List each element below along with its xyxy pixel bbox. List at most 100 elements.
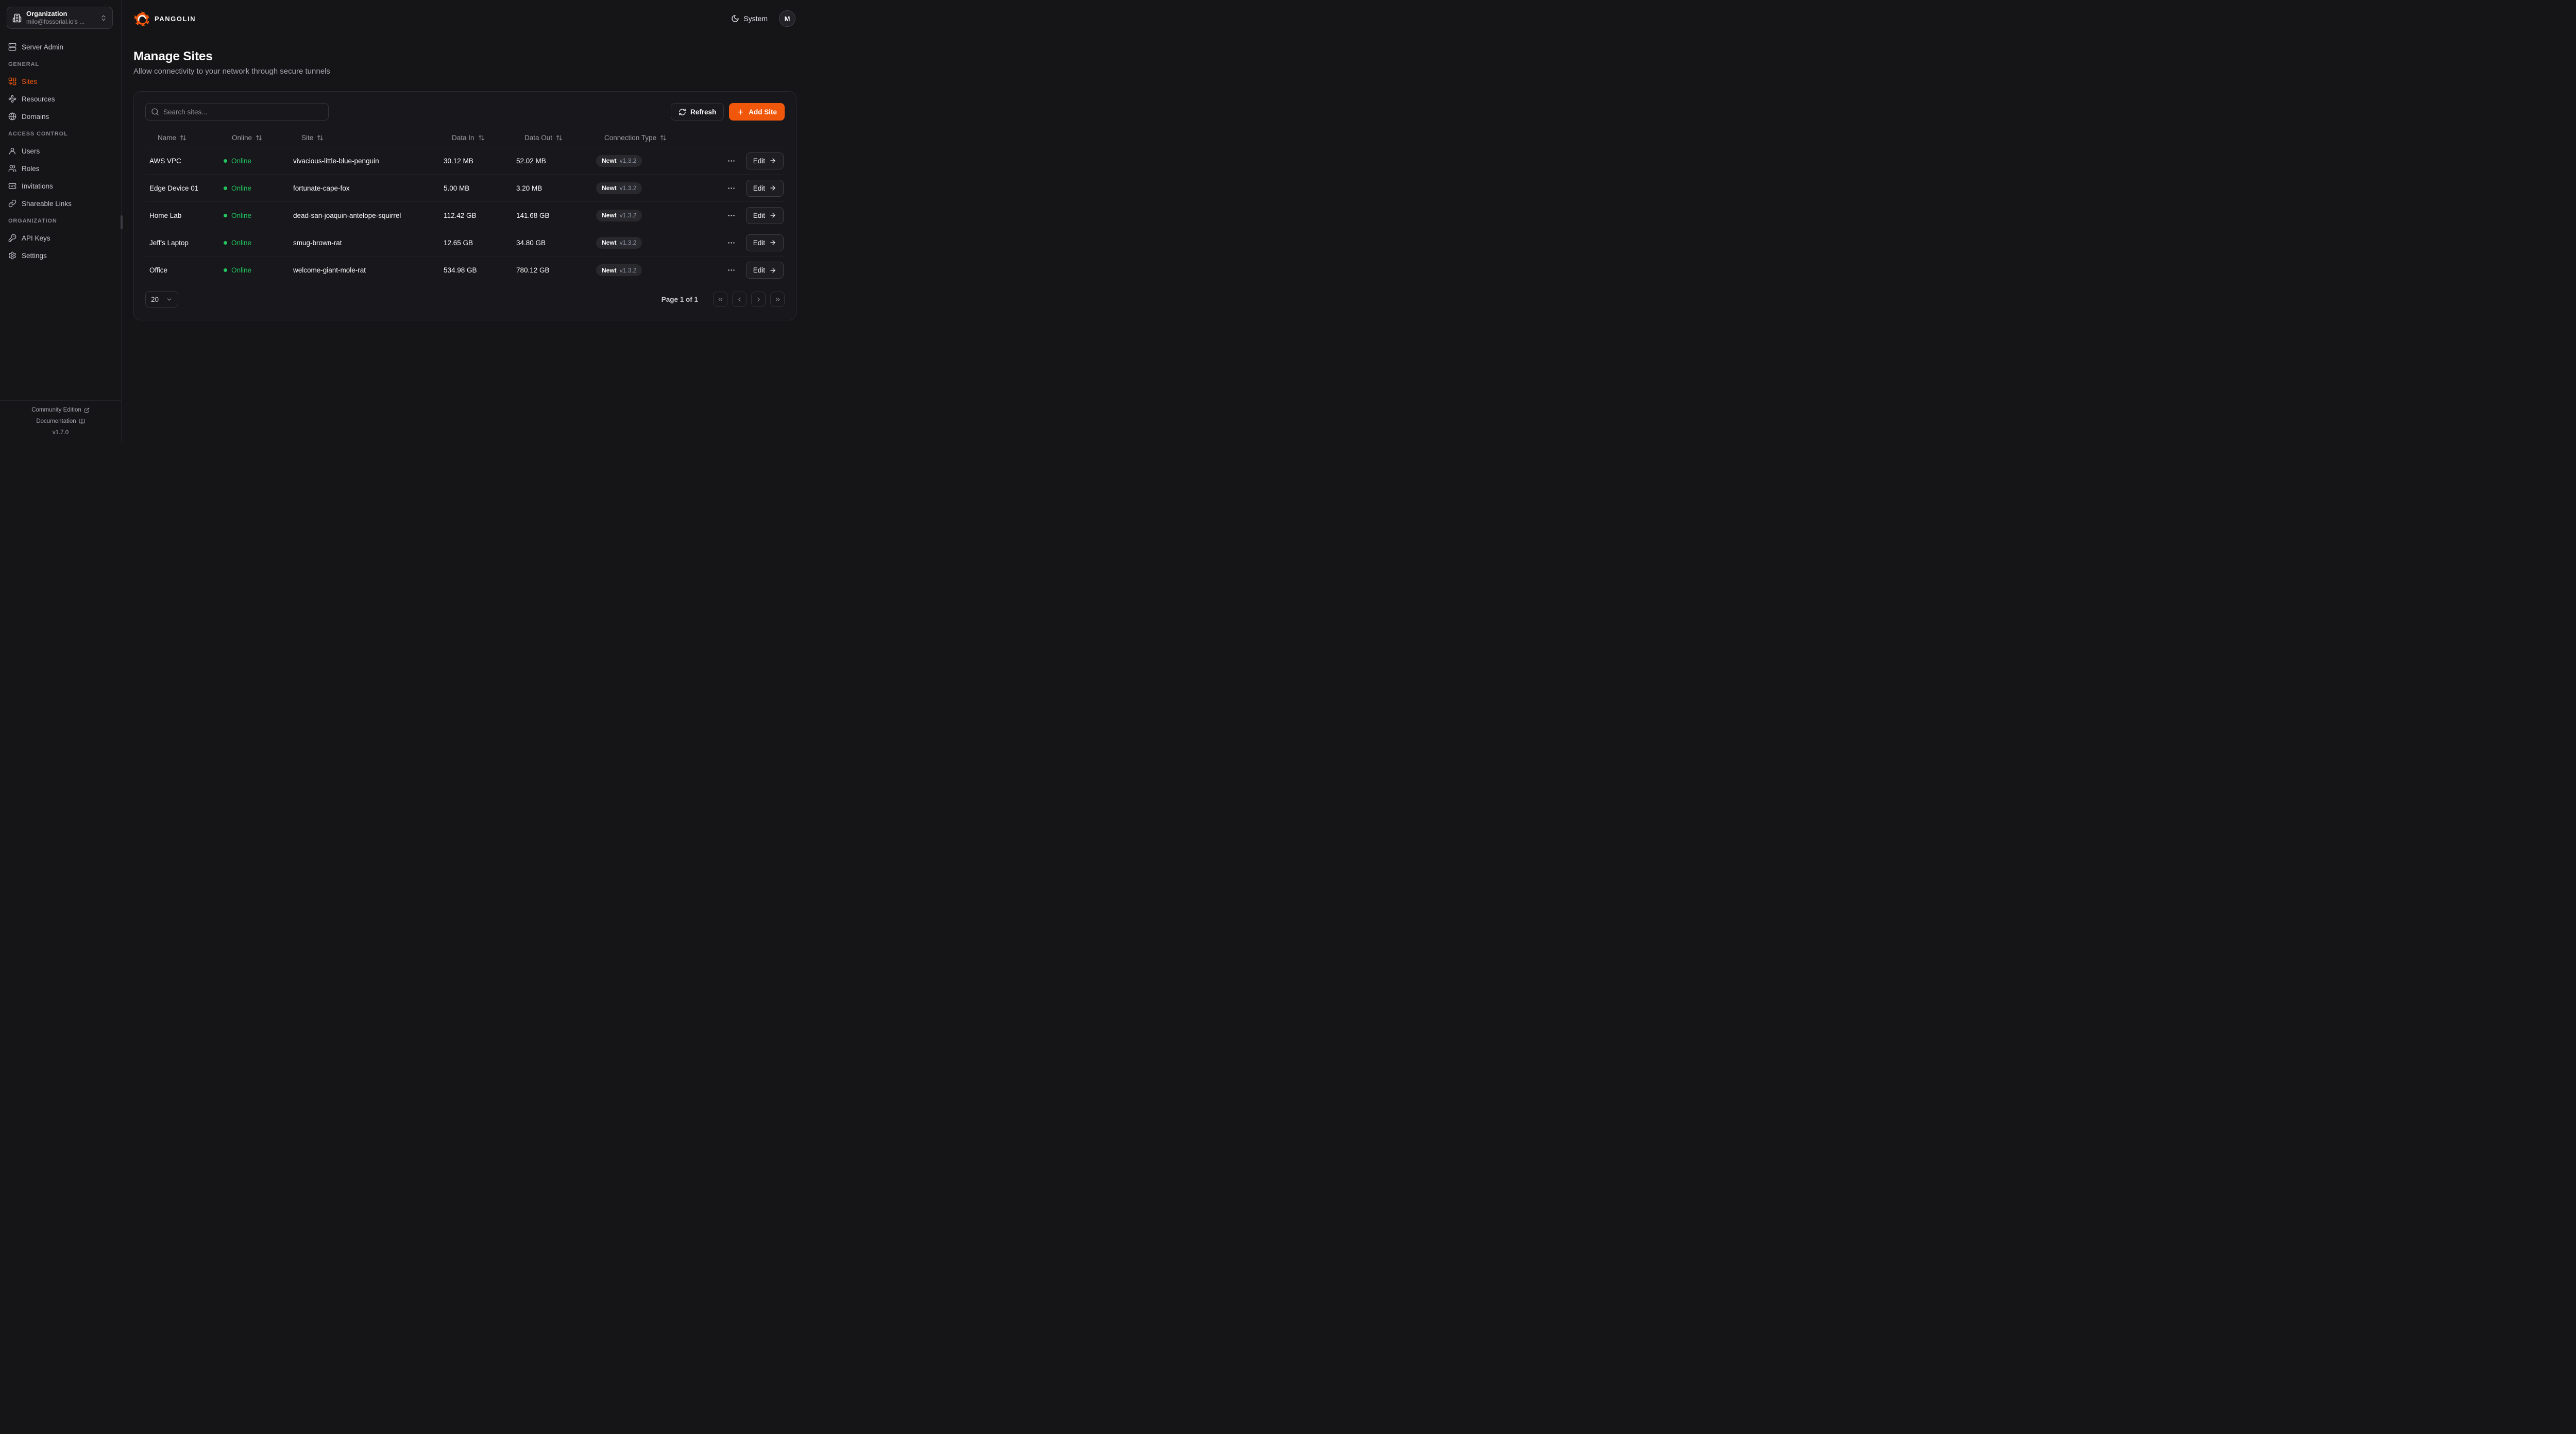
data-out-value: 3.20 MB	[516, 184, 543, 192]
sidebar-item-api-keys[interactable]: API Keys	[8, 232, 113, 244]
theme-toggle[interactable]: System	[731, 14, 768, 23]
sidebar-footer: Community Edition Documentation v1.7.0	[0, 400, 121, 443]
sidebar-item-invitations[interactable]: Invitations	[8, 180, 113, 192]
chevron-left-icon	[736, 296, 743, 303]
row-actions: Edit	[690, 207, 785, 224]
building-icon	[12, 13, 22, 23]
add-site-button[interactable]: Add Site	[729, 103, 785, 121]
external-link-icon	[84, 407, 90, 413]
page-size-select[interactable]: 20	[145, 291, 178, 308]
server-icon	[8, 43, 16, 51]
site-status: Online	[219, 212, 289, 219]
sidebar-item-label: Resources	[22, 95, 55, 103]
column-header-online[interactable]: Online	[219, 134, 289, 142]
connection-type-name: Newt	[602, 239, 617, 246]
edit-label: Edit	[753, 238, 765, 247]
page-size-value: 20	[151, 295, 159, 303]
connection-type-badge: Newt v1.3.2	[596, 236, 642, 249]
section-label-access-control: ACCESS CONTROL	[8, 131, 68, 137]
connection-type-name: Newt	[602, 184, 617, 192]
card-toolbar: Refresh Add Site	[145, 103, 785, 121]
row-menu-button[interactable]	[726, 210, 737, 221]
online-label: Online	[231, 211, 252, 219]
data-out-value: 780.12 GB	[516, 266, 550, 274]
row-menu-button[interactable]	[726, 156, 737, 166]
topbar: PANGOLIN System M	[122, 0, 808, 37]
connection-type-name: Newt	[602, 212, 617, 219]
column-header-name[interactable]: Name	[145, 134, 219, 142]
column-header-connection-type[interactable]: Connection Type	[592, 134, 690, 142]
sort-icon	[660, 134, 667, 141]
page-title: Manage Sites	[133, 49, 213, 63]
edit-button[interactable]: Edit	[745, 234, 784, 251]
sidebar-item-shareable-links[interactable]: Shareable Links	[8, 197, 113, 210]
pagination: 20 Page 1 of 1	[145, 291, 785, 308]
last-page-button[interactable]	[770, 292, 785, 307]
edit-label: Edit	[753, 266, 765, 274]
column-label: Data Out	[524, 134, 553, 142]
data-out-value: 34.80 GB	[516, 238, 546, 247]
avatar-initial: M	[784, 14, 790, 23]
row-actions: Edit	[690, 262, 785, 279]
search-input[interactable]	[145, 103, 329, 121]
sidebar-item-label: Invitations	[22, 182, 53, 190]
row-menu-button[interactable]	[726, 237, 737, 248]
column-header-data-out[interactable]: Data Out	[512, 134, 592, 142]
sidebar-item-server-admin[interactable]: Server Admin	[8, 41, 113, 53]
edit-button[interactable]: Edit	[745, 152, 784, 169]
first-page-button[interactable]	[713, 292, 727, 307]
sidebar-item-roles[interactable]: Roles	[8, 162, 113, 175]
edit-button[interactable]: Edit	[745, 262, 784, 279]
org-switcher[interactable]: Organization milo@fossorial.io's ...	[7, 7, 113, 29]
brand: PANGOLIN	[134, 11, 196, 27]
sites-table: Name Online Site Data In	[145, 129, 785, 284]
connection-type-cell: Newt v1.3.2	[592, 155, 690, 167]
connection-type-version: v1.3.2	[619, 266, 637, 274]
online-label: Online	[231, 184, 252, 192]
edit-button[interactable]: Edit	[745, 179, 784, 197]
moon-icon	[731, 14, 739, 23]
connection-type-cell: Newt v1.3.2	[592, 209, 690, 221]
sidebar-item-resources[interactable]: Resources	[8, 93, 113, 105]
column-header-site[interactable]: Site	[289, 134, 439, 142]
row-menu-button[interactable]	[726, 265, 737, 276]
user-menu-button[interactable]: M	[779, 10, 795, 27]
sidebar-item-domains[interactable]: Domains	[8, 110, 113, 123]
sidebar-item-sites[interactable]: Sites	[8, 75, 113, 88]
org-switcher-label: Organization	[26, 9, 67, 18]
org-switcher-value: milo@fossorial.io's ...	[26, 18, 85, 26]
pagination-controls: Page 1 of 1	[662, 292, 785, 307]
column-header-data-in[interactable]: Data In	[439, 134, 512, 142]
site-slug: dead-san-joaquin-antelope-squirrel	[293, 211, 401, 219]
sidebar-item-settings[interactable]: Settings	[8, 249, 113, 262]
refresh-button[interactable]: Refresh	[670, 103, 724, 121]
edit-button[interactable]: Edit	[745, 207, 784, 224]
prev-page-button[interactable]	[732, 292, 747, 307]
arrow-right-icon	[769, 239, 776, 246]
globe-icon	[8, 112, 16, 121]
connection-type-version: v1.3.2	[619, 212, 637, 219]
sidebar-resize-handle[interactable]	[121, 215, 123, 229]
documentation-link[interactable]: Documentation	[36, 418, 85, 424]
sidebar-item-label: Server Admin	[22, 43, 64, 51]
data-in-value: 30.12 MB	[444, 157, 473, 165]
toolbar-actions: Refresh Add Site	[670, 103, 785, 121]
connection-type-cell: Newt v1.3.2	[592, 236, 690, 249]
community-edition-link[interactable]: Community Edition	[31, 407, 90, 413]
refresh-label: Refresh	[690, 108, 717, 116]
chevron-down-icon	[166, 296, 173, 303]
search-wrap	[145, 103, 329, 121]
row-menu-button[interactable]	[726, 183, 737, 194]
next-page-button[interactable]	[751, 292, 766, 307]
connection-type-badge: Newt v1.3.2	[596, 155, 642, 167]
online-label: Online	[231, 266, 252, 274]
site-name: AWS VPC	[149, 157, 181, 165]
sidebar-item-label: Shareable Links	[22, 199, 72, 208]
section-label-general: GENERAL	[8, 61, 39, 67]
sidebar-item-users[interactable]: Users	[8, 145, 113, 157]
key-icon	[8, 234, 16, 242]
online-dot	[224, 241, 227, 245]
online-label: Online	[231, 238, 252, 247]
org-switcher-text: Organization milo@fossorial.io's ...	[26, 10, 95, 26]
community-edition-label: Community Edition	[31, 407, 81, 413]
